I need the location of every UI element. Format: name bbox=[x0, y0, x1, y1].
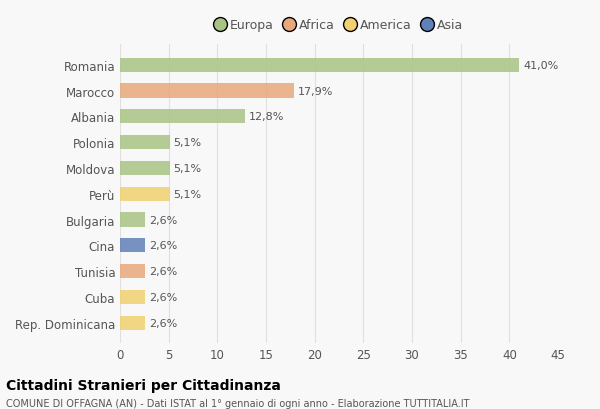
Bar bbox=[120, 58, 519, 73]
Bar bbox=[120, 264, 145, 279]
Bar bbox=[120, 136, 170, 150]
Bar bbox=[120, 213, 145, 227]
Text: 41,0%: 41,0% bbox=[523, 61, 558, 71]
Text: 2,6%: 2,6% bbox=[149, 292, 178, 302]
Text: 12,8%: 12,8% bbox=[248, 112, 284, 122]
Bar bbox=[120, 110, 245, 124]
Text: 2,6%: 2,6% bbox=[149, 215, 178, 225]
Text: 17,9%: 17,9% bbox=[298, 86, 334, 97]
Text: 2,6%: 2,6% bbox=[149, 267, 178, 276]
Text: 2,6%: 2,6% bbox=[149, 241, 178, 251]
Bar bbox=[120, 316, 145, 330]
Bar bbox=[120, 187, 170, 201]
Text: 2,6%: 2,6% bbox=[149, 318, 178, 328]
Text: 5,1%: 5,1% bbox=[173, 189, 202, 199]
Text: 5,1%: 5,1% bbox=[173, 138, 202, 148]
Text: COMUNE DI OFFAGNA (AN) - Dati ISTAT al 1° gennaio di ogni anno - Elaborazione TU: COMUNE DI OFFAGNA (AN) - Dati ISTAT al 1… bbox=[6, 398, 470, 407]
Bar bbox=[120, 84, 294, 99]
Bar bbox=[120, 290, 145, 304]
Bar bbox=[120, 162, 170, 175]
Legend: Europa, Africa, America, Asia: Europa, Africa, America, Asia bbox=[211, 16, 467, 36]
Bar bbox=[120, 239, 145, 253]
Text: Cittadini Stranieri per Cittadinanza: Cittadini Stranieri per Cittadinanza bbox=[6, 378, 281, 392]
Text: 5,1%: 5,1% bbox=[173, 164, 202, 173]
